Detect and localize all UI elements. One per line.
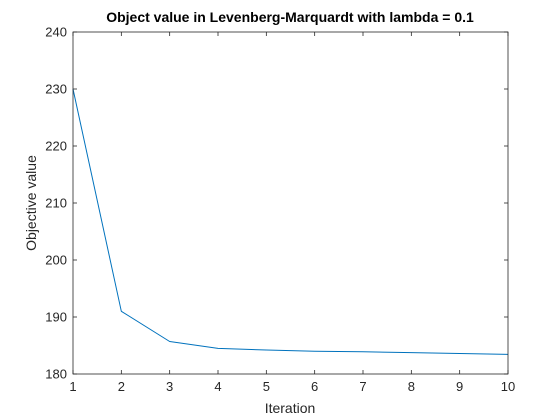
x-tick-label: 2 [118,379,125,394]
y-axis-label: Objective value [23,155,39,251]
y-tick-label: 210 [45,196,67,211]
x-tick-label: 7 [359,379,366,394]
x-axis-label: Iteration [265,400,316,416]
plot-area [73,32,508,374]
y-tick-label: 240 [45,25,67,40]
x-tick-label: 9 [456,379,463,394]
series-layer [72,88,509,355]
chart-title: Object value in Levenberg-Marquardt with… [106,9,474,25]
x-tick-label: 4 [214,379,221,394]
x-tick-label: 3 [166,379,173,394]
x-tick-label: 1 [69,379,76,394]
y-tick-label: 180 [45,367,67,382]
y-tick-label: 220 [45,139,67,154]
x-tick-label: 5 [263,379,270,394]
x-tick-label: 8 [408,379,415,394]
axes-box [72,31,509,375]
y-tick-label: 200 [45,253,67,268]
x-tick-label: 6 [311,379,318,394]
y-tick-label: 190 [45,310,67,325]
y-tick-label: 230 [45,82,67,97]
series-line [72,88,509,355]
x-axis-ticks: 1 2 3 4 5 6 7 8 9 10 [69,32,515,394]
x-tick-label: 10 [501,379,515,394]
